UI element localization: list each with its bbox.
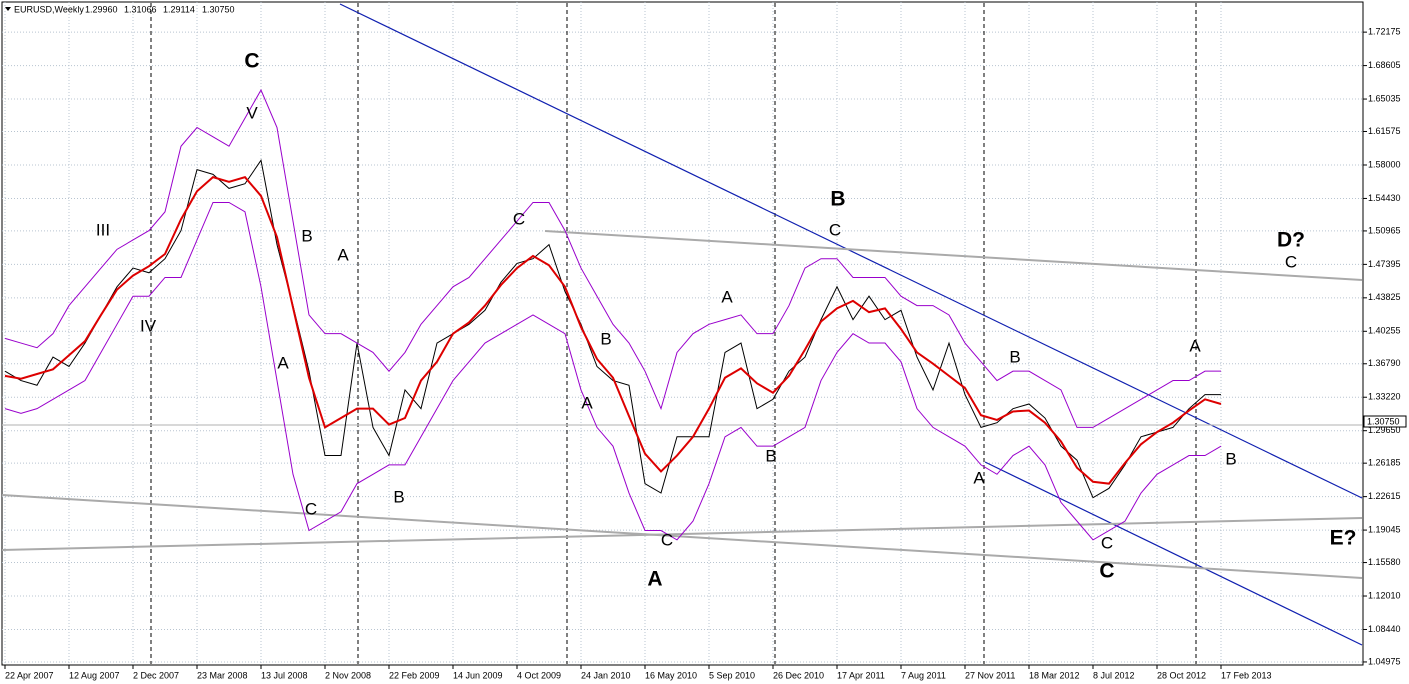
wave-label: A [581, 393, 593, 412]
x-tick-label: 5 Sep 2010 [709, 670, 755, 680]
y-tick-label: 1.19045 [1368, 524, 1401, 534]
x-tick-label: 27 Nov 2011 [965, 670, 1015, 680]
wave-label: D? [1277, 229, 1305, 252]
x-tick-label: 18 Mar 2012 [1029, 670, 1080, 680]
y-tick-label: 1.72175 [1368, 27, 1401, 37]
trendline [984, 461, 1363, 646]
wave-label: B [765, 446, 776, 465]
wave-label: C [244, 50, 259, 73]
wave-label: B [301, 226, 312, 245]
trendline [544, 230, 1363, 281]
y-tick-label: 1.50965 [1368, 225, 1401, 235]
wave-label: C [829, 220, 841, 239]
y-tick-label: 1.33220 [1368, 392, 1401, 402]
wave-label: B [393, 487, 404, 506]
y-tick-label: 1.47395 [1368, 259, 1401, 269]
plot-frame [1, 1, 1364, 666]
symbol-title: EURUSD,Weekly [14, 4, 84, 14]
ohlc-low: 1.29114 [163, 4, 195, 14]
wave-label: III [96, 220, 110, 239]
x-tick-label: 13 Jul 2008 [261, 670, 308, 680]
y-tick-label: 1.29650 [1368, 425, 1401, 435]
x-tick-label: 28 Oct 2012 [1157, 670, 1206, 680]
wave-label: C [305, 499, 317, 518]
x-tick-label: 2 Nov 2008 [325, 670, 371, 680]
wave-label: B [600, 329, 611, 348]
wave-label: V [246, 103, 258, 122]
wave-label: C [661, 530, 673, 549]
separators [150, 3, 1197, 664]
y-tick-label: 1.04975 [1368, 656, 1401, 666]
wave-label: A [337, 245, 349, 264]
wave-label: A [973, 468, 985, 487]
y-tick-label: 1.22615 [1368, 491, 1401, 501]
x-tick-label: 8 Jul 2012 [1093, 670, 1135, 680]
x-tick-label: 24 Jan 2010 [581, 670, 631, 680]
moving-average [4, 176, 1222, 485]
wave-label: E? [1330, 527, 1357, 550]
band-line [4, 88, 1221, 428]
price-line [4, 159, 1221, 499]
y-tick-label: 1.58000 [1368, 159, 1401, 169]
plot [4, 88, 1222, 541]
y-tick-label: 1.61575 [1368, 126, 1401, 136]
ohlc-open: 1.29960 [85, 4, 118, 14]
ohlc-close: 1.30750 [202, 4, 235, 14]
wave-label: A [1189, 336, 1201, 355]
y-tick-label: 1.65035 [1368, 93, 1401, 103]
wave-label: C [1285, 252, 1297, 271]
y-tick-label: 1.15580 [1368, 557, 1401, 567]
wave-label: C [513, 209, 525, 228]
grid [2, 2, 1363, 665]
x-tick-label: 17 Apr 2011 [837, 670, 885, 680]
ohlc-high: 1.31066 [124, 4, 157, 14]
wave-label: A [647, 568, 662, 591]
wave-label: A [721, 287, 733, 306]
last-price-box [1363, 415, 1407, 428]
band-line [4, 201, 1222, 541]
trendline [1, 494, 1363, 579]
x-tick-label: 14 Jun 2009 [453, 670, 503, 680]
x-tick-label: 22 Apr 2007 [5, 670, 54, 680]
menu-icon[interactable] [5, 7, 11, 11]
x-tick-label: 17 Feb 2013 [1221, 670, 1272, 680]
y-tick-label: 1.68605 [1368, 60, 1401, 70]
wave-label: C [1101, 533, 1113, 552]
x-tick-label: 12 Aug 2007 [69, 670, 120, 680]
x-tick-label: 7 Aug 2011 [901, 670, 946, 680]
wave-label: B [830, 188, 845, 211]
wave-label: IV [140, 316, 157, 335]
y-tick-label: 1.43825 [1368, 292, 1401, 302]
y-tick-label: 1.26185 [1368, 458, 1401, 468]
y-tick-label: 1.54430 [1368, 193, 1401, 203]
last-price: 1.30750 [1367, 416, 1400, 426]
x-tick-label: 23 Mar 2008 [197, 670, 248, 680]
wave-label: A [277, 353, 289, 372]
y-tick-label: 1.08440 [1368, 624, 1401, 634]
y-tick-label: 1.36790 [1368, 358, 1401, 368]
x-tick-label: 22 Feb 2009 [389, 670, 440, 680]
x-tick-label: 16 May 2010 [645, 670, 697, 680]
x-tick-label: 26 Dec 2010 [773, 670, 824, 680]
wave-label: B [1009, 347, 1020, 366]
x-tick-label: 4 Oct 2009 [517, 670, 561, 680]
trendline [339, 3, 1363, 499]
x-tick-label: 2 Dec 2007 [133, 670, 179, 680]
wave-label: C [1099, 560, 1114, 583]
y-tick-label: 1.40255 [1368, 326, 1401, 336]
y-tick-label: 1.12010 [1368, 590, 1401, 600]
wave-label: B [1225, 449, 1236, 468]
